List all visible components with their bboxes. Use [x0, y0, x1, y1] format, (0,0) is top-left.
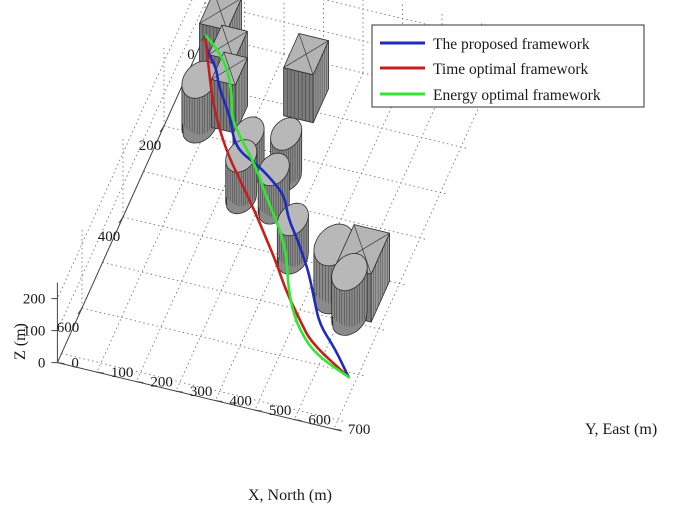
- y-tick-label: 300: [190, 384, 213, 400]
- grid-line-wall: [57, 0, 193, 299]
- x-tick-mark: [77, 307, 83, 315]
- y-tick-label: 700: [348, 422, 371, 438]
- box-top-diagonal: [208, 30, 248, 55]
- grid-line-y: [136, 53, 285, 382]
- y-tick-mark: [96, 371, 104, 374]
- y-tick-mark: [294, 419, 302, 422]
- series-lines: [203, 33, 350, 379]
- z-tick-label: 0: [38, 356, 46, 372]
- z-tick-label: 200: [23, 292, 46, 308]
- grid-line-y: [294, 91, 443, 420]
- y-tick-mark: [254, 409, 262, 412]
- box-top-diagonal: [283, 40, 329, 68]
- x-tick-mark: [159, 125, 165, 133]
- z-tick-label: 100: [23, 324, 46, 340]
- y-tick-mark: [136, 381, 144, 384]
- tick-labels: 0 200 400 600 0 100 200 300 400 500 600 700 0 100 200: [23, 34, 371, 438]
- x-tick-label: 600: [57, 320, 80, 336]
- grid-line-y: [215, 72, 364, 401]
- box-top-diagonal: [199, 0, 240, 24]
- grid-line-y: [333, 101, 482, 430]
- obstacle-cylinder: [181, 60, 218, 144]
- y-tick-mark: [57, 362, 65, 365]
- obstacles: [181, 0, 391, 336]
- line-proposed-framework: [203, 33, 350, 379]
- y-tick-label: 500: [269, 403, 292, 419]
- z-axis-label: Z (m): [12, 323, 29, 360]
- legend-label-proposed: The proposed framework: [433, 36, 590, 53]
- grid-line-wall: [57, 2, 206, 331]
- x-tick-label: 200: [139, 138, 162, 154]
- x-tick-mark: [200, 34, 206, 42]
- y-tick-label: 600: [308, 413, 331, 429]
- y-tick-label: 100: [111, 365, 133, 381]
- cylinder-top: [331, 253, 368, 292]
- x-tick-label: 400: [98, 229, 121, 245]
- y-tick-mark: [175, 390, 183, 393]
- y-tick-label: 0: [71, 356, 79, 372]
- y-tick-mark: [333, 428, 341, 431]
- line-energy-optimal: [203, 33, 350, 379]
- y-tick-label: 200: [150, 375, 173, 391]
- legend: The proposed framework Time optimal fram…: [371, 24, 645, 108]
- grid-line-x: [81, 307, 367, 377]
- y-tick-mark: [215, 400, 223, 403]
- obstacle-cylinder: [331, 253, 368, 336]
- y-axis-label: Y, East (m): [585, 421, 657, 438]
- grid-line-y: [254, 82, 403, 411]
- x-axis-label: X, North (m): [248, 487, 332, 504]
- cylinder-top: [270, 117, 303, 151]
- x-tick-label: 0: [187, 47, 195, 63]
- legend-label-energy: Energy optimal framework: [433, 87, 601, 104]
- y-tick-label: 400: [229, 394, 252, 410]
- x-tick-mark: [118, 216, 124, 224]
- grid-line-x: [61, 353, 346, 423]
- obstacle-box: [211, 51, 249, 134]
- legend-label-time: Time optimal framework: [433, 61, 589, 78]
- obstacle-box: [283, 33, 330, 124]
